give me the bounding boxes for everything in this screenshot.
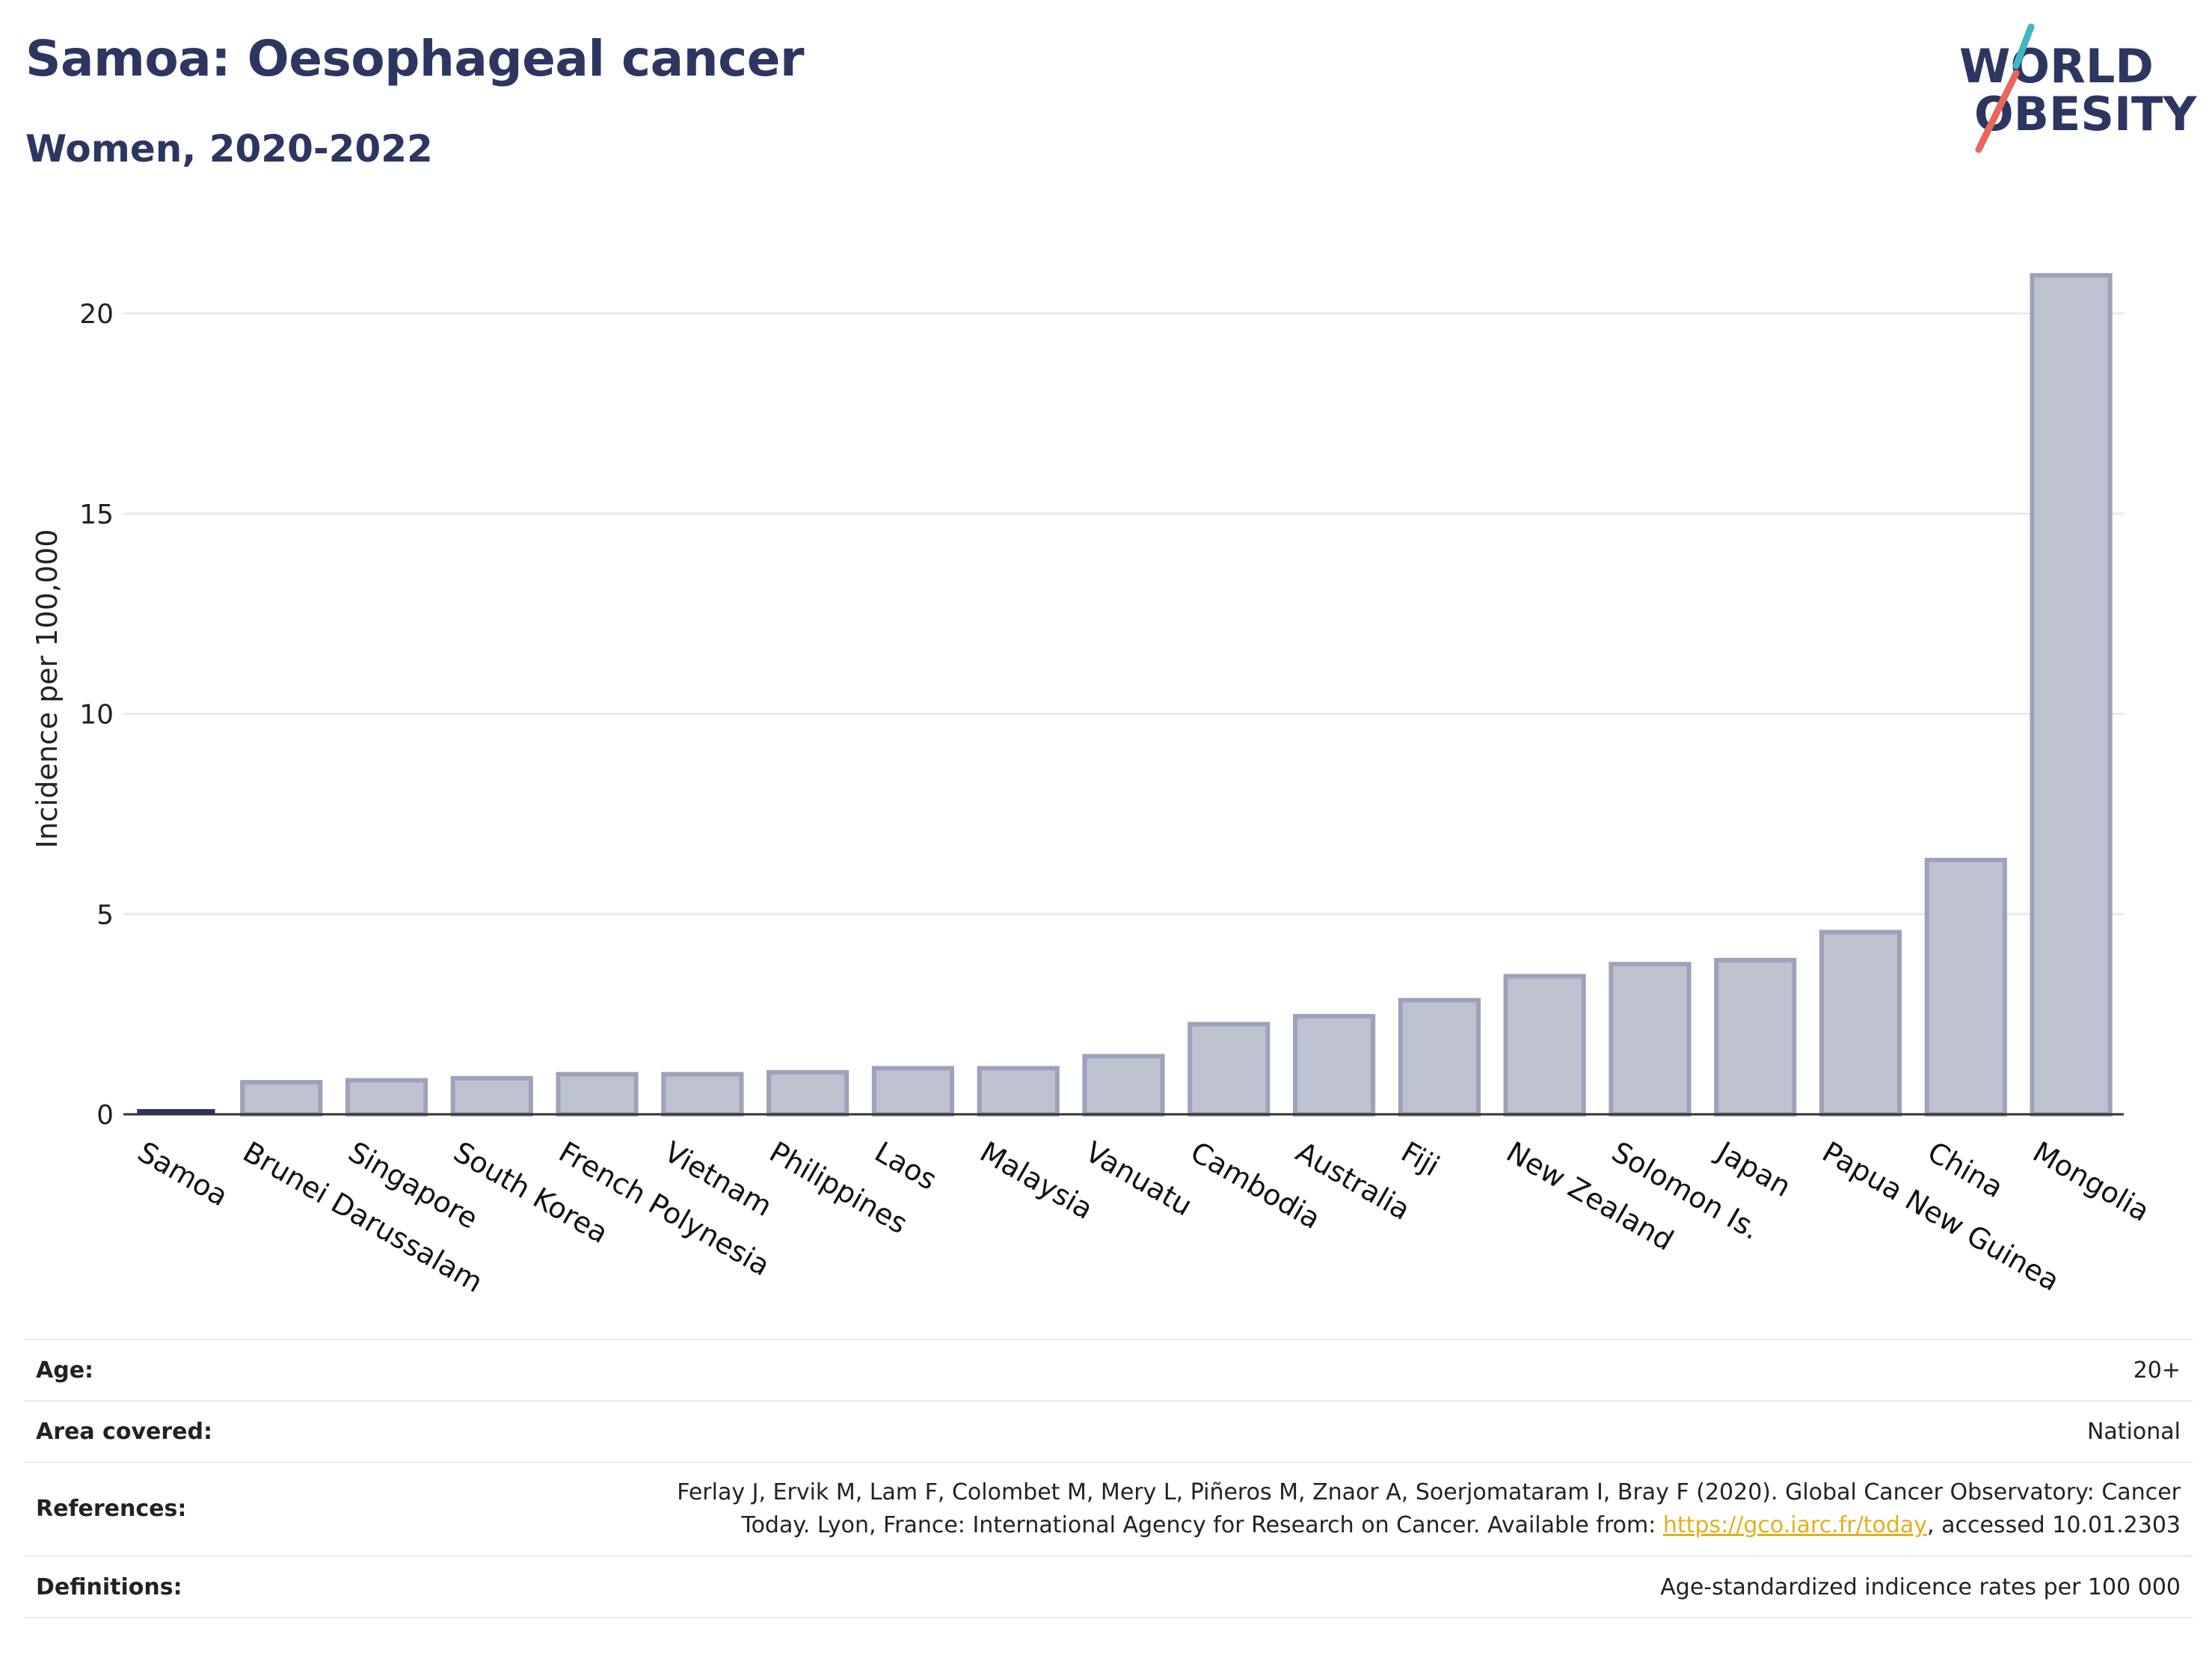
definitions-value: Age-standardized indicence rates per 100… [1660,1573,2181,1600]
bar-south-korea [450,1075,533,1117]
references-accessed: , accessed 10.01.2303 [1927,1512,2181,1538]
bar-fiji [1398,998,1481,1117]
bar-cambodia [1188,1022,1271,1117]
bar-singapore [345,1078,428,1117]
references-value: Ferlay J, Ervik M, Lam F, Colombet M, Me… [497,1462,2193,1556]
x-tick-label: Malaysia [974,1135,1099,1226]
info-row-age: Age: 20+ [24,1339,2193,1401]
bar-australia [1292,1013,1376,1117]
area-value: National [2086,1418,2181,1445]
bar-vietnam [661,1072,744,1117]
references-line2: Today. Lyon, France: International Agenc… [741,1512,1663,1538]
y-tick-label: 5 [96,900,114,930]
info-row-definitions: Definitions: Age-standardized indicence … [24,1556,2193,1618]
bar-french-polynesia [556,1072,639,1117]
y-axis-label: Incidence per 100,000 [31,529,64,848]
age-value: 20+ [2133,1357,2181,1384]
y-tick-label: 15 [79,500,114,530]
bar-chart: 0 5 10 15 20 Samoa Brunei DarussalamSingapore… [31,273,2155,1299]
chart-subtitle: Women, 2020-2022 [25,127,433,171]
references-link[interactable]: https://gco.iarc.fr/today [1662,1512,1928,1538]
info-table: Age: 20+ Area covered: National Referenc… [24,1339,2193,1618]
y-tick-labels: 0 5 10 15 20 [79,299,114,1131]
references-line1: Ferlay J, Ervik M, Lam F, Colombet M, Me… [677,1479,2181,1505]
bars [137,273,2113,1117]
bar-philippines [766,1069,850,1117]
x-tick-label: Laos [869,1135,942,1197]
info-row-area: Area covered: National [24,1401,2193,1462]
age-label: Age: [36,1357,94,1384]
bar-mongolia [2030,273,2113,1117]
y-tick-label: 0 [96,1100,114,1131]
logo-slash-teal [2012,23,2035,70]
gridlines [123,312,2124,915]
bar-vanuatu [1082,1054,1165,1117]
references-label: References: [36,1496,187,1522]
world-obesity-logo: WORLD OBESITY [1959,23,2197,153]
info-row-references: References: Ferlay J, Ervik M, Lam F, Co… [24,1462,2193,1556]
logo-slash-coral [1975,70,2020,153]
x-tick-label: Samoa [132,1135,233,1213]
logo-word-obesity: OBESITY [1974,87,2197,141]
x-tick-label: Vanuatu [1080,1135,1198,1222]
bar-brunei-darussalam [240,1080,323,1117]
y-tick-label: 20 [79,299,114,330]
bar-samoa [137,1109,215,1114]
chart-title: Samoa: Oesophageal cancer [25,30,805,87]
x-tick-label: Fiji [1395,1135,1445,1182]
definitions-label: Definitions: [36,1573,182,1600]
logo-word-world: WORLD [1959,39,2154,93]
y-tick-label: 10 [79,700,114,731]
bar-malaysia [977,1066,1060,1117]
bar-new-zealand [1503,974,1586,1117]
bar-laos [871,1066,955,1117]
bar-papua-new-guinea [1819,930,1902,1117]
area-label: Area covered: [36,1418,212,1445]
bar-solomon-is [1609,962,1692,1117]
bar-japan [1714,957,1797,1117]
bar-china [1924,857,2007,1117]
x-tick-label: Mongolia [2027,1135,2155,1228]
